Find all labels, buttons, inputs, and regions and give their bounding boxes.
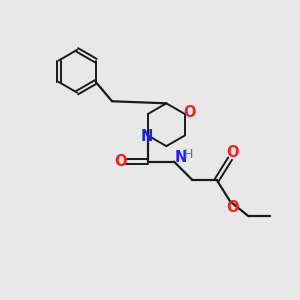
Text: N: N xyxy=(140,129,152,144)
Text: O: O xyxy=(226,145,239,160)
Text: H: H xyxy=(184,148,194,161)
Text: O: O xyxy=(184,105,196,120)
Text: N: N xyxy=(174,150,187,165)
Text: O: O xyxy=(226,200,239,215)
Text: O: O xyxy=(114,154,127,169)
